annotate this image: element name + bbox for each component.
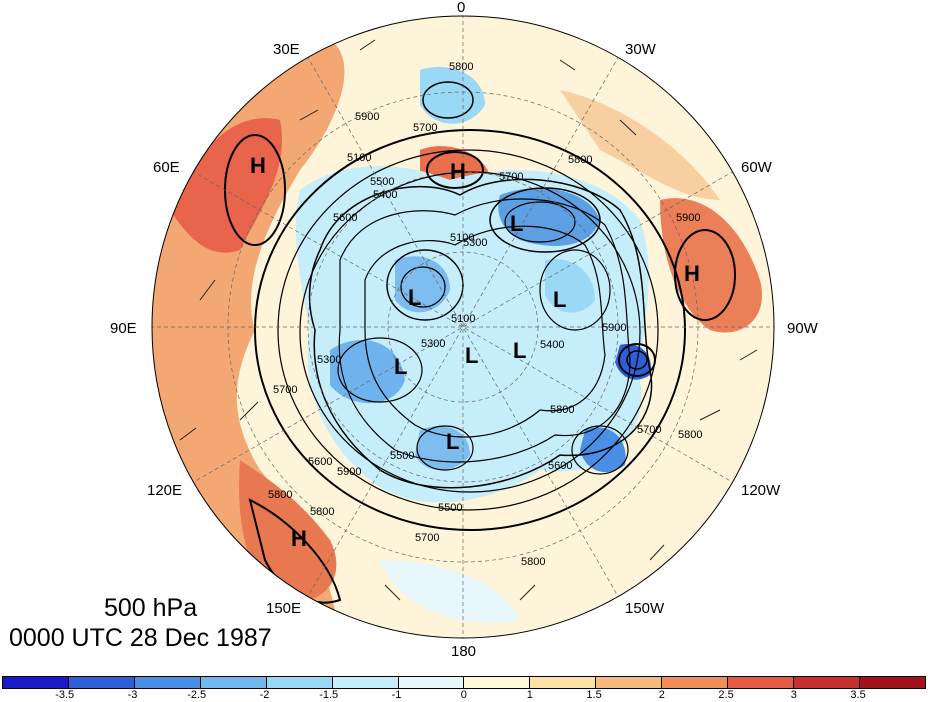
colorbar-box (332, 677, 399, 688)
contour-label: 5900 (337, 466, 362, 478)
colorbar-box (859, 677, 925, 688)
cold-anomaly-core (498, 188, 600, 246)
contour-label: 5900 (602, 322, 627, 334)
colorbar-box (200, 677, 267, 688)
lon-label-150e: 150E (266, 600, 302, 617)
contour-label: 5600 (333, 212, 358, 224)
high-pressure-marker: H (450, 159, 466, 184)
lon-label-30e: 30E (273, 41, 300, 58)
wind-barbs (179, 39, 758, 601)
colorbar-tick-label: -3 (127, 689, 138, 701)
contour-label: 5100 (347, 152, 372, 164)
high-pressure-marker: H (684, 261, 700, 286)
height-contours (224, 81, 736, 604)
contour-label: 5700 (499, 171, 524, 183)
contour-label: 5500 (390, 450, 415, 462)
contour-label: 5300 (421, 338, 446, 350)
low-pressure-marker: L (394, 354, 408, 379)
colorbar-tick-label: 3 (790, 689, 797, 701)
contour-label: 5100 (451, 313, 476, 325)
low-pressure-marker: L (446, 429, 460, 454)
contour-label: 5700 (273, 384, 298, 396)
low-pressure-marker: L (513, 338, 527, 363)
lon-label-30w: 30W (625, 41, 656, 58)
warm-anomaly-region (660, 198, 762, 333)
colorbar-tick-label: 0 (460, 689, 467, 701)
contour-label: 5800 (268, 489, 293, 501)
contour-label: 5800 (568, 154, 593, 166)
colorbar-box (596, 677, 663, 688)
colorbar-tick-label: -2.5 (187, 689, 207, 701)
contour-label: 5800 (310, 506, 335, 518)
contour-label: 5300 (317, 354, 342, 366)
lon-label-120w: 120W (741, 482, 781, 499)
contour-label: 5900 (676, 212, 701, 224)
contour-label: 5400 (540, 339, 565, 351)
colorbar-box (398, 677, 465, 688)
colorbar-box (68, 677, 135, 688)
map-title-time: 0000 UTC 28 Dec 1987 (9, 624, 272, 652)
low-pressure-marker: L (408, 285, 422, 310)
lon-label-180: 180 (451, 643, 477, 660)
lon-label-60w: 60W (741, 159, 772, 176)
contour-label: 5400 (373, 189, 398, 201)
map-border (151, 15, 775, 639)
colorbar-tick-label: -2 (259, 689, 270, 701)
colorbar-tick-label: 1.5 (586, 689, 602, 701)
colorbar-tick-label: 2.5 (718, 689, 734, 701)
map-title-level: 500 hPa (104, 594, 198, 622)
contour-label: 5800 (550, 404, 575, 416)
colorbar-box (134, 677, 201, 688)
cold-anomaly-core (330, 340, 405, 404)
high-pressure-marker: H (291, 526, 307, 551)
graticule (152, 16, 774, 638)
low-pressure-marker: L (510, 211, 524, 236)
lon-label-0: 0 (457, 0, 466, 16)
contour-label: 5800 (521, 556, 546, 568)
colorbar-box (3, 677, 69, 688)
colorbar-tick-label: 2 (658, 689, 665, 701)
contour-label: 5600 (308, 456, 333, 468)
colorbar-box (794, 677, 860, 688)
colorbar-box (728, 677, 795, 688)
lon-label-60e: 60E (153, 159, 180, 176)
contour-label: 5300 (463, 237, 488, 249)
colorbar-box (530, 677, 597, 688)
contour-label: 5700 (415, 532, 440, 544)
colorbar (2, 676, 926, 689)
lon-label-120e: 120E (147, 482, 183, 499)
lon-label-150w: 150W (625, 600, 665, 617)
contour-label: 5500 (438, 502, 463, 514)
contour-label: 5700 (413, 122, 438, 134)
colorbar-tick-label: 3.5 (850, 689, 866, 701)
contour-label: 5800 (449, 61, 474, 73)
contour-label: 5600 (548, 460, 573, 472)
contour-label: 5100 (450, 232, 475, 244)
lon-label-90e: 90E (110, 320, 137, 337)
high-pressure-marker: H (250, 153, 266, 178)
lon-label-90w: 90W (787, 320, 818, 337)
contour-label: 5700 (637, 424, 662, 436)
cold-anomaly-region (380, 560, 520, 623)
contour-label: 5800 (678, 429, 703, 441)
contour-label: 5900 (355, 111, 380, 123)
colorbar-box (464, 677, 531, 688)
cold-anomaly-core (395, 256, 450, 313)
light-warm-region (560, 90, 720, 200)
low-pressure-marker: L (465, 343, 479, 368)
colorbar-box (266, 677, 333, 688)
contour-label: 5500 (370, 176, 395, 188)
colorbar-box (662, 677, 729, 688)
colorbar-tick-label: -1 (391, 689, 402, 701)
colorbar-tick-label: 1 (526, 689, 533, 701)
low-pressure-marker: L (553, 287, 567, 312)
colorbar-tick-label: -3.5 (55, 689, 75, 701)
colorbar-tick-label: -1.5 (319, 689, 339, 701)
